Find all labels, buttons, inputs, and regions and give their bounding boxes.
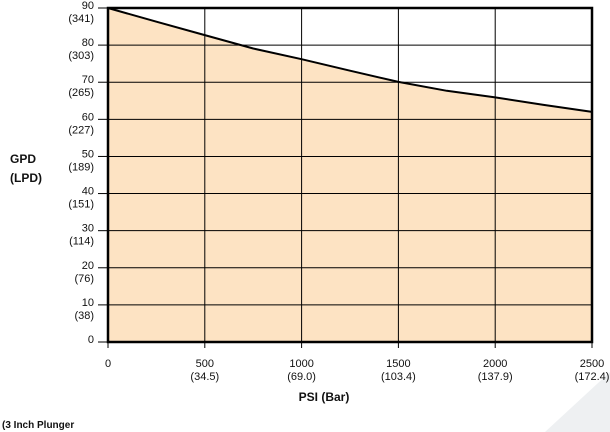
y-tick-label-0: 0 [88, 334, 94, 346]
plot-frame [106, 6, 594, 344]
horizontal-gridlines [108, 44, 592, 306]
y-tick-sublabel-80: (303) [68, 50, 94, 62]
y-tick-sublabel-50: (189) [68, 161, 94, 173]
y-tick-sublabel-20: (76) [74, 273, 94, 285]
x-tick-sublabel-2500: (172.4) [575, 371, 610, 383]
watermark-shape [545, 372, 610, 432]
y-tick-label-50: 50 [82, 148, 94, 160]
y-tick-label-10: 10 [82, 297, 94, 309]
footnote-text: (3 Inch Plunger [2, 420, 74, 431]
y-axis-title-line2: (LPD) [10, 171, 42, 185]
x-tick-label-2000: 2000 [483, 358, 507, 370]
y-axis-ticks: 0 10(38) 20(76) 30(114) 40(151) 50(189) 60(227… [68, 0, 108, 346]
y-tick-label-40: 40 [82, 186, 94, 198]
vertical-gridlines [204, 8, 496, 342]
x-tick-sublabel-1000: (69.0) [287, 371, 316, 383]
y-tick-label-30: 30 [82, 223, 94, 235]
x-tick-label-1000: 1000 [289, 358, 313, 370]
y-tick-sublabel-90: (341) [68, 13, 94, 25]
x-axis-ticks: 0 500(34.5) 1000(69.0) 1500(103.4) 2000(137.… [105, 342, 609, 383]
series-line [107, 7, 593, 113]
y-tick-sublabel-40: (151) [68, 199, 94, 211]
y-tick-sublabel-70: (265) [68, 87, 94, 99]
y-tick-label-90: 90 [82, 0, 94, 12]
y-tick-label-20: 20 [82, 260, 94, 272]
x-tick-sublabel-2000: (137.9) [478, 371, 513, 383]
y-tick-label-80: 80 [82, 37, 94, 49]
x-tick-label-1500: 1500 [386, 358, 410, 370]
x-tick-label-2500: 2500 [580, 358, 604, 370]
y-axis-title-line1: GPD [10, 152, 36, 166]
x-tick-label-0: 0 [105, 358, 111, 370]
y-tick-sublabel-30: (114) [69, 236, 94, 248]
y-tick-sublabel-60: (227) [68, 124, 94, 136]
y-tick-label-70: 70 [82, 74, 94, 86]
x-tick-label-500: 500 [196, 358, 214, 370]
y-tick-sublabel-10: (38) [74, 310, 94, 322]
x-tick-sublabel-500: (34.5) [190, 371, 219, 383]
y-tick-label-60: 60 [82, 111, 94, 123]
x-tick-sublabel-1500: (103.4) [381, 371, 416, 383]
x-axis-title: PSI (Bar) [299, 390, 350, 404]
area-fill [108, 8, 592, 342]
